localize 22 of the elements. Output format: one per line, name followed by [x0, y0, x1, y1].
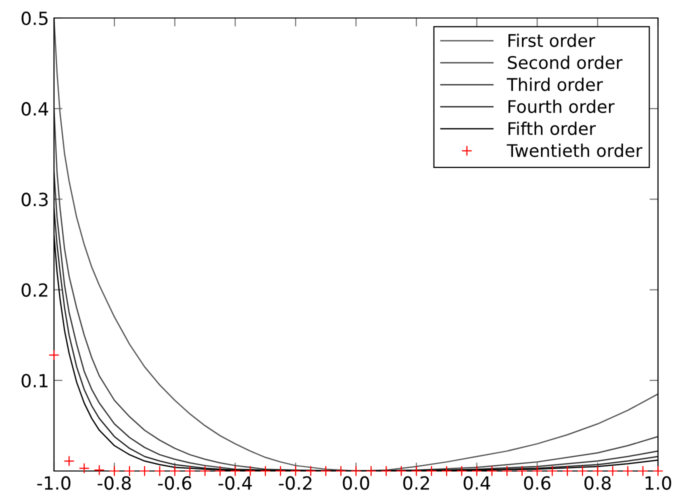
- legend-label: Fourth order: [508, 100, 615, 114]
- x-tick-label: -0.6: [158, 476, 192, 490]
- x-tick-label: 0.0: [342, 476, 370, 490]
- x-tick-label: 1.0: [646, 476, 672, 490]
- x-tick-label: -0.8: [98, 476, 131, 490]
- x-tick-label: -0.2: [278, 476, 312, 490]
- x-tick-label: 0.4: [464, 476, 490, 490]
- y-tick-label: 0.1: [22, 374, 48, 388]
- x-tick-label: -1.0: [37, 476, 70, 490]
- y-tick-label: 0.3: [22, 192, 48, 206]
- y-tick-label: 0.5: [22, 11, 48, 26]
- legend-label: Third order: [506, 78, 603, 92]
- legend-label: Fifth order: [508, 122, 596, 136]
- legend-label: Twentieth order: [506, 144, 642, 158]
- x-tick-label: 0.8: [584, 476, 611, 490]
- x-tick-label: 0.6: [524, 476, 550, 490]
- legend-label: First order: [508, 34, 596, 48]
- y-tick-label: 0.2: [22, 283, 48, 297]
- x-tick-label: 0.2: [403, 476, 429, 490]
- y-tick-label: 0.4: [22, 102, 48, 116]
- x-tick-label: -0.4: [218, 476, 252, 490]
- legend-label: Second order: [508, 56, 623, 70]
